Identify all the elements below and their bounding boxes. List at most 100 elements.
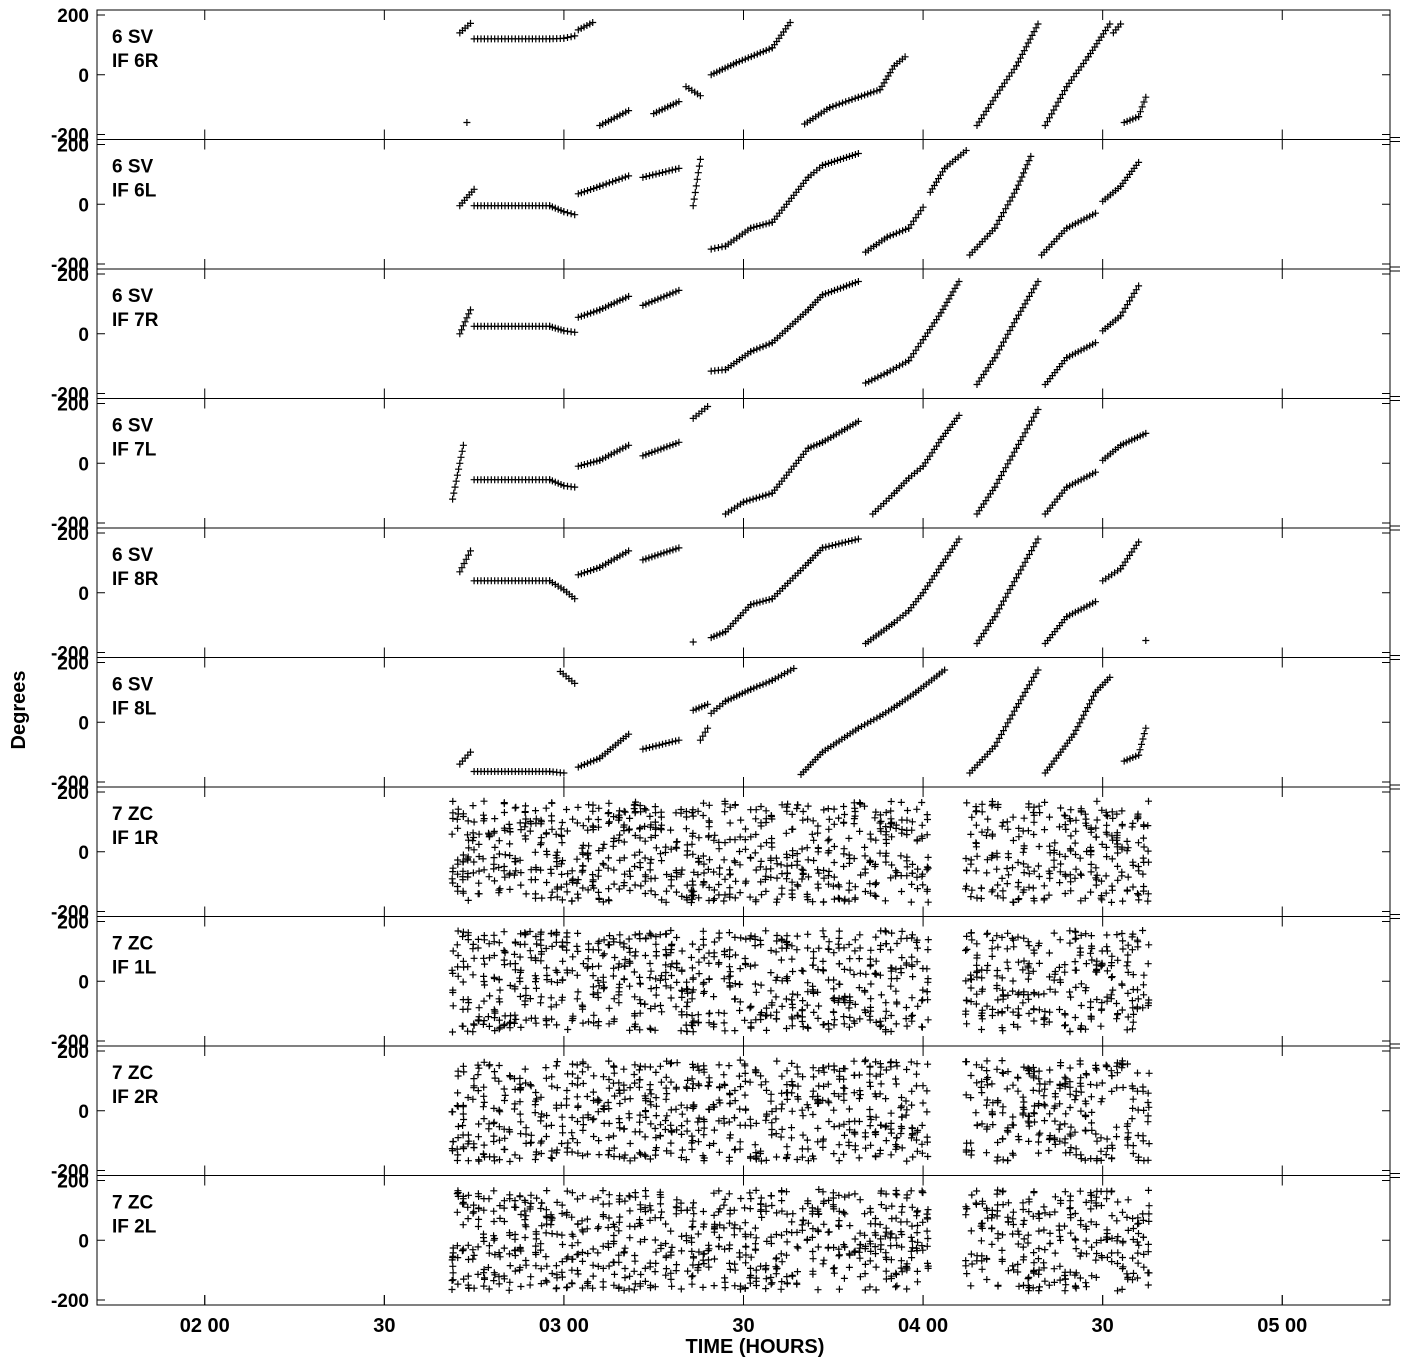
data-point bbox=[777, 935, 785, 943]
data-point bbox=[1032, 409, 1040, 417]
panel-4-points bbox=[449, 403, 1150, 518]
data-point bbox=[464, 1215, 472, 1223]
data-point bbox=[459, 1122, 467, 1129]
data-point bbox=[973, 940, 981, 948]
data-point bbox=[474, 1061, 482, 1069]
data-point bbox=[881, 1123, 889, 1131]
data-point bbox=[1030, 831, 1038, 838]
data-point bbox=[663, 443, 671, 451]
data-point bbox=[667, 1269, 675, 1277]
data-point bbox=[1066, 939, 1074, 947]
data-point bbox=[699, 1208, 707, 1215]
data-point bbox=[595, 1223, 603, 1231]
data-point bbox=[1066, 817, 1074, 825]
data-point bbox=[1144, 1089, 1152, 1097]
data-point bbox=[1128, 1082, 1136, 1090]
data-point bbox=[1024, 827, 1032, 835]
data-point bbox=[662, 961, 670, 969]
data-point bbox=[867, 717, 875, 725]
data-point bbox=[771, 675, 779, 683]
data-point bbox=[994, 1139, 1002, 1146]
data-point bbox=[521, 1221, 529, 1229]
data-point bbox=[1032, 670, 1040, 678]
data-point bbox=[995, 734, 1003, 742]
data-point bbox=[532, 807, 539, 815]
data-point bbox=[464, 551, 472, 559]
data-point bbox=[500, 800, 508, 808]
data-point bbox=[721, 891, 729, 899]
data-point bbox=[1139, 735, 1147, 743]
data-point bbox=[1108, 855, 1116, 863]
data-point bbox=[485, 1242, 493, 1250]
data-point bbox=[967, 1072, 975, 1079]
data-point bbox=[1035, 939, 1043, 947]
data-point bbox=[757, 863, 764, 871]
data-point bbox=[683, 978, 691, 986]
data-point bbox=[1088, 1108, 1096, 1116]
data-point bbox=[901, 53, 909, 61]
data-point bbox=[485, 1285, 493, 1293]
data-point bbox=[636, 935, 644, 943]
data-point bbox=[1082, 815, 1090, 823]
data-point bbox=[1097, 1098, 1105, 1106]
data-point bbox=[756, 682, 764, 689]
data-point bbox=[672, 440, 680, 447]
data-point bbox=[568, 1279, 576, 1287]
data-point bbox=[803, 1101, 811, 1109]
data-point bbox=[689, 975, 697, 983]
data-point bbox=[573, 879, 581, 887]
data-point bbox=[625, 1285, 633, 1293]
data-point bbox=[558, 1140, 566, 1147]
data-point bbox=[1061, 1082, 1069, 1090]
data-point bbox=[1077, 805, 1085, 813]
data-point bbox=[662, 1254, 670, 1261]
data-point bbox=[903, 863, 911, 871]
data-point bbox=[512, 803, 520, 811]
data-point bbox=[1021, 429, 1029, 437]
data-point bbox=[973, 967, 981, 975]
data-point bbox=[490, 1277, 498, 1285]
data-point bbox=[851, 536, 859, 544]
data-point bbox=[747, 962, 754, 970]
panel-if-label: IF 8R bbox=[112, 569, 159, 590]
data-point bbox=[999, 991, 1007, 999]
panel-baseline-label: 7 ZC bbox=[112, 804, 153, 825]
data-point bbox=[639, 745, 647, 753]
data-point bbox=[459, 1247, 467, 1254]
data-point bbox=[718, 243, 726, 251]
data-point bbox=[731, 1146, 739, 1154]
data-point bbox=[469, 802, 477, 810]
data-point bbox=[683, 813, 690, 821]
data-point bbox=[1138, 740, 1145, 748]
data-point bbox=[630, 1071, 638, 1078]
data-point bbox=[517, 1023, 525, 1031]
data-point bbox=[726, 870, 734, 878]
data-point bbox=[825, 1099, 833, 1107]
data-point bbox=[710, 895, 718, 903]
data-point bbox=[856, 931, 864, 939]
data-point bbox=[647, 887, 655, 895]
data-point bbox=[752, 1066, 760, 1074]
data-point bbox=[773, 860, 781, 868]
data-point bbox=[711, 1255, 718, 1263]
data-point bbox=[495, 1062, 503, 1069]
data-point bbox=[646, 1063, 654, 1071]
data-point bbox=[615, 1258, 623, 1266]
data-point bbox=[684, 1076, 692, 1084]
panel-1-points bbox=[456, 19, 1150, 129]
data-point bbox=[1013, 444, 1020, 452]
data-point bbox=[474, 944, 482, 952]
data-point bbox=[590, 991, 598, 998]
data-point bbox=[914, 885, 921, 893]
data-point bbox=[1088, 945, 1096, 952]
data-point bbox=[788, 810, 796, 818]
data-point bbox=[692, 182, 700, 190]
data-point bbox=[1093, 797, 1101, 805]
data-point bbox=[1025, 1010, 1033, 1017]
data-point bbox=[615, 1115, 623, 1123]
data-point bbox=[762, 679, 770, 687]
data-point bbox=[978, 800, 986, 808]
data-point bbox=[626, 1207, 634, 1215]
data-point bbox=[1140, 98, 1148, 106]
